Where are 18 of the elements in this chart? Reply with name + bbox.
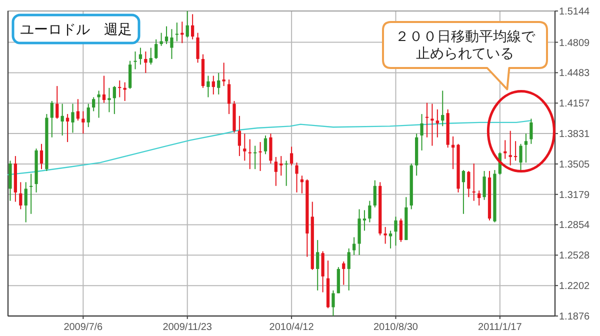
x-tick-label: 2009/11/23 <box>162 322 212 333</box>
y-tick-label: 1.2528 <box>559 250 590 262</box>
y-tick-label: 1.3831 <box>559 129 590 140</box>
y-tick-label: 1.3505 <box>559 159 590 170</box>
x-tick-label: 2010/8/30 <box>373 322 418 333</box>
y-tick-label: 1.5144 <box>559 6 590 18</box>
y-tick-label: 1.4809 <box>559 38 590 49</box>
y-tick-label: 1.2854 <box>559 220 590 232</box>
title: ユーロドル 週足 <box>12 14 140 44</box>
x-tick-label: 2010/4/12 <box>269 322 314 333</box>
y-tick-label: 1.3179 <box>559 190 590 201</box>
y-tick-label: 1.1876 <box>559 312 590 322</box>
y-tick-label: 1.4157 <box>559 98 590 110</box>
annotation: ２００日移動平均線で止められている <box>395 28 536 61</box>
x-tick-label: 2011/1/17 <box>478 322 522 333</box>
y-tick-label: 1.4483 <box>559 68 590 80</box>
x-tick-label: 2009/7/6 <box>64 322 104 333</box>
y-tick-label: 1.2202 <box>559 281 590 292</box>
